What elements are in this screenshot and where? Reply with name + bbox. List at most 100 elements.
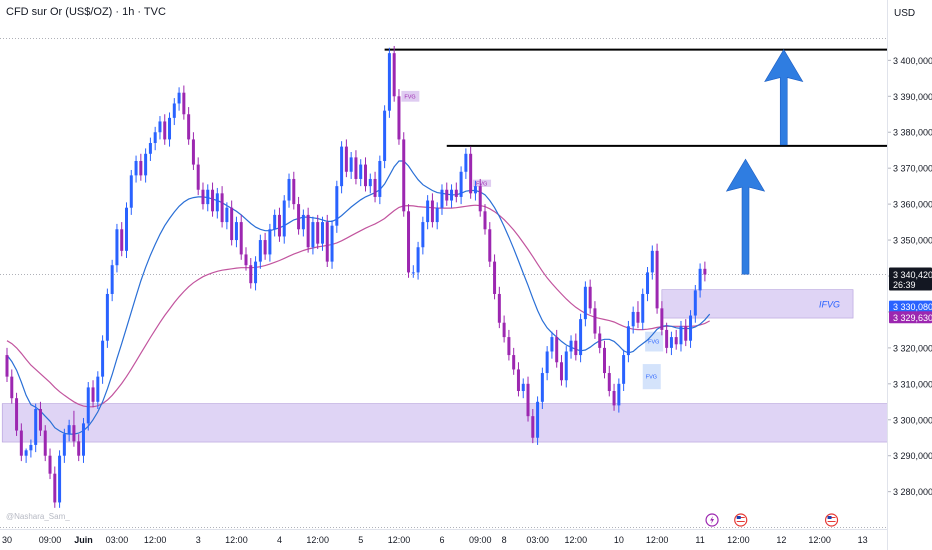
candle-body: [148, 143, 152, 154]
candle-body: [579, 319, 583, 356]
candle-body: [316, 222, 320, 244]
time-tick-label: 3: [196, 535, 201, 545]
candle-body: [354, 157, 358, 179]
candle: [101, 335, 105, 384]
candle: [497, 286, 501, 329]
candle: [168, 112, 172, 147]
candle: [603, 340, 606, 379]
candle-body: [636, 311, 640, 323]
candle-body: [177, 92, 181, 104]
candle: [512, 347, 516, 375]
candle-body: [5, 355, 9, 377]
candle-body: [368, 178, 372, 187]
candle: [655, 243, 659, 314]
badge-bg: [889, 300, 932, 313]
price-tick-label: 3 390,000: [893, 92, 932, 102]
candle: [383, 105, 387, 169]
flash-event-icon[interactable]: [705, 513, 719, 527]
candle-body: [440, 189, 444, 208]
candle: [574, 333, 578, 361]
candle-body: [301, 214, 305, 230]
candle-body: [497, 293, 501, 323]
time-axis[interactable]: 30 09:00 Juin 03:00 12:00 3 12:00 4 12:00 5 12:00 6…: [2, 535, 868, 545]
candle: [53, 466, 57, 508]
flag-stripe: [736, 523, 745, 524]
candle-body: [239, 222, 243, 255]
candle-body: [555, 337, 559, 363]
candle: [15, 392, 19, 436]
candle-body: [134, 160, 138, 176]
candle-body: [249, 265, 253, 284]
candle: [698, 263, 702, 298]
candle: [297, 196, 301, 235]
candle: [407, 204, 411, 278]
badge-bg: [889, 311, 932, 324]
flag-canton: [736, 516, 741, 519]
candle-body: [330, 225, 334, 262]
candle: [650, 245, 654, 280]
candle-body: [359, 164, 363, 179]
candle: [607, 365, 611, 397]
time-tick-label: 12:00: [808, 535, 831, 545]
us-flag-event-icon[interactable]: [824, 513, 839, 527]
candle-body: [559, 362, 563, 381]
zone-label-1: IFVG: [819, 299, 840, 309]
candle-body: [631, 311, 635, 327]
candle-body: [598, 333, 602, 348]
candle: [526, 376, 530, 422]
time-tick-label: 30: [2, 535, 12, 545]
candle: [177, 87, 181, 111]
candle-body: [268, 229, 272, 255]
candle: [483, 204, 487, 235]
candle: [129, 169, 133, 215]
candle-body: [58, 455, 62, 503]
candle: [569, 335, 573, 359]
candle: [550, 331, 554, 359]
candle-body: [445, 189, 449, 201]
currency-label[interactable]: USD: [894, 8, 916, 19]
candle: [579, 313, 583, 363]
candle: [445, 182, 449, 206]
candle-body: [191, 139, 195, 165]
candle: [91, 380, 95, 408]
candle: [674, 329, 678, 350]
candle-body: [38, 408, 42, 431]
candle: [239, 214, 243, 260]
symbol-title[interactable]: CFD sur Or (US$/OZ) · 1h · TVC: [6, 6, 166, 18]
time-tick-label: 10: [614, 535, 624, 545]
candle-body: [493, 261, 497, 294]
candle-body: [407, 211, 411, 273]
candle: [19, 423, 23, 462]
candle: [211, 182, 215, 217]
candle: [593, 301, 597, 339]
candle: [201, 182, 205, 210]
price-tick-label: 3 290,000: [893, 451, 932, 461]
candle: [105, 288, 109, 348]
candle-body: [545, 351, 549, 374]
candle-body: [91, 387, 95, 402]
candle: [62, 428, 66, 463]
candle: [182, 85, 186, 120]
badge-bg: [889, 267, 932, 291]
time-tick-label: 13: [858, 535, 868, 545]
candle-body: [320, 222, 324, 244]
candle: [507, 329, 511, 361]
candle: [402, 132, 406, 217]
candle: [206, 184, 210, 212]
candle-body: [215, 193, 219, 212]
time-tick-label: 12:00: [565, 535, 588, 545]
candle-body: [72, 425, 76, 442]
candle-body: [230, 207, 234, 241]
candle-body: [220, 193, 224, 223]
candle: [144, 148, 148, 183]
candle-body: [86, 387, 90, 424]
candle-body: [234, 222, 238, 241]
candle: [196, 157, 200, 196]
us-flag-event-icon[interactable]: [734, 513, 748, 527]
candle: [163, 114, 167, 145]
candle-body: [96, 376, 100, 402]
candle: [158, 116, 162, 140]
